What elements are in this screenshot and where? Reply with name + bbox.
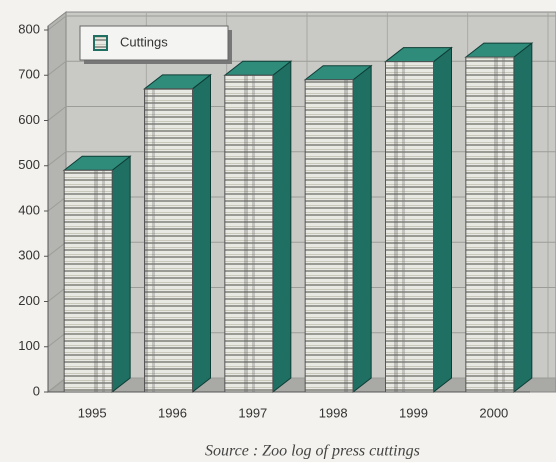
x-tick-label: 2000 xyxy=(479,405,508,420)
x-tick-label: 1995 xyxy=(78,405,107,420)
y-tick-label: 0 xyxy=(33,383,40,398)
bar-side xyxy=(352,64,372,394)
legend-label: Cuttings xyxy=(120,34,168,49)
bar-side xyxy=(433,46,452,394)
bar-side xyxy=(192,73,211,394)
bar-side xyxy=(111,155,131,394)
x-tick-label: 1999 xyxy=(399,405,428,420)
bar xyxy=(144,88,193,393)
plot-area: 0 100 200 300 400 500 600 700 800 1995 1996 1997 199… xyxy=(18,10,556,420)
bar xyxy=(465,56,515,393)
bar xyxy=(224,74,274,393)
bar xyxy=(304,79,354,393)
y-tick-label: 300 xyxy=(18,248,40,263)
grid-line xyxy=(47,15,556,31)
x-tick-label: 1996 xyxy=(158,405,187,420)
y-tick-label: 600 xyxy=(18,112,40,127)
bar-side xyxy=(513,42,533,394)
source-note: Source : Zoo log of press cuttings xyxy=(205,443,420,460)
x-tick-label: 1998 xyxy=(319,405,348,420)
y-tick-label: 200 xyxy=(18,293,40,308)
x-tick-label: 1997 xyxy=(238,405,267,420)
y-tick-label: 500 xyxy=(18,157,40,172)
bar xyxy=(63,169,113,393)
bar xyxy=(385,61,434,393)
y-tick-label: 800 xyxy=(18,21,40,36)
y-tick-label: 400 xyxy=(18,202,40,217)
legend-swatch xyxy=(93,35,108,51)
y-tick-label: 700 xyxy=(18,67,40,82)
y-tick-label: 100 xyxy=(18,338,40,353)
bar-side xyxy=(272,60,292,394)
